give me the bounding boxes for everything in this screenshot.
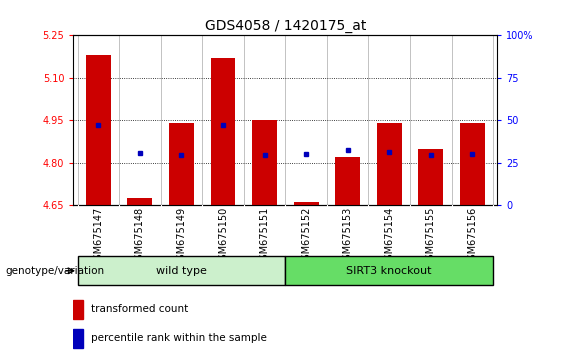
Text: wild type: wild type [156,266,207,276]
Text: GSM675155: GSM675155 [426,207,436,266]
Text: transformed count: transformed count [90,304,188,314]
Bar [77,256,285,285]
Text: GSM675147: GSM675147 [93,207,103,266]
Text: GSM675151: GSM675151 [259,207,270,266]
Bar [73,329,84,348]
Text: percentile rank within the sample: percentile rank within the sample [90,333,267,343]
Bar [73,300,84,319]
Bar [169,123,194,205]
Text: GSM675150: GSM675150 [218,207,228,266]
Text: GSM675148: GSM675148 [135,207,145,266]
Text: GSM675149: GSM675149 [176,207,186,266]
Bar [460,123,485,205]
Bar [211,58,236,205]
Bar [335,157,360,205]
Text: genotype/variation: genotype/variation [6,266,105,276]
Bar [86,55,111,205]
Bar [418,149,443,205]
Bar [285,256,493,285]
Text: GSM675154: GSM675154 [384,207,394,266]
Bar [252,120,277,205]
Text: GSM675152: GSM675152 [301,207,311,266]
Text: SIRT3 knockout: SIRT3 knockout [346,266,432,276]
Bar [294,202,319,205]
Title: GDS4058 / 1420175_at: GDS4058 / 1420175_at [205,19,366,33]
Bar [377,123,402,205]
Text: GSM675156: GSM675156 [467,207,477,266]
Text: GSM675153: GSM675153 [342,207,353,266]
Bar [128,198,153,205]
